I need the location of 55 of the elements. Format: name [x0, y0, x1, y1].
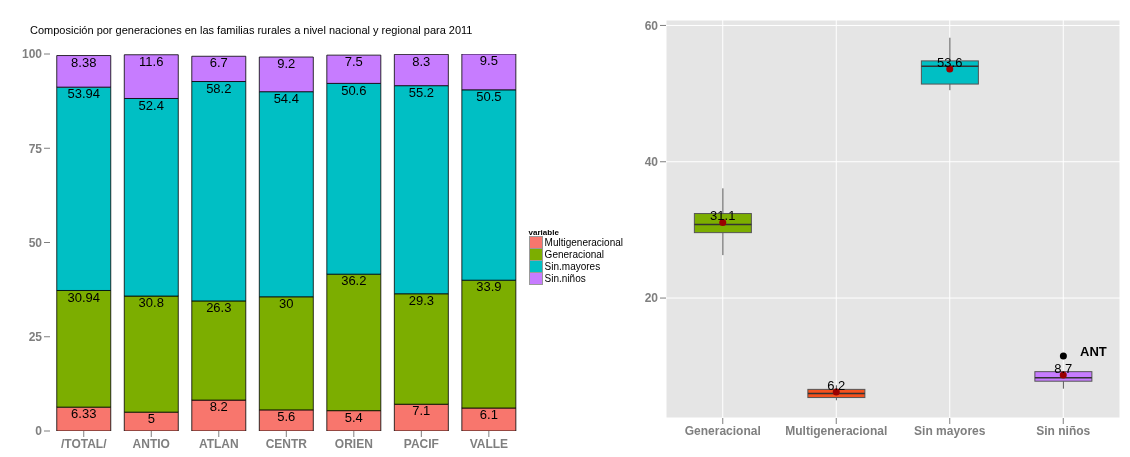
- x-tick-label: ANTIO: [132, 436, 170, 451]
- x-tick-label: ORIEN: [334, 436, 373, 451]
- x-tick-label: CENTR: [265, 436, 308, 451]
- y-tick-label: 75: [28, 141, 43, 156]
- data-label: 6.1: [479, 407, 498, 423]
- data-label: 5.6: [277, 409, 296, 425]
- y-tick-label: 40: [644, 155, 659, 170]
- data-label: 58.2: [206, 80, 232, 96]
- data-label: 8.2: [209, 399, 228, 415]
- y-tick-label: 25: [28, 330, 43, 345]
- x-tick-label: Generacional: [684, 423, 761, 438]
- data-label: 29.3: [408, 293, 434, 308]
- data-label: 33.9: [476, 279, 502, 295]
- data-label: 30.8: [138, 295, 164, 311]
- data-label: 5: [147, 411, 155, 427]
- data-label: 8.38: [71, 54, 97, 70]
- annotation: ANT: [1080, 344, 1107, 359]
- data-label: 6.33: [71, 406, 97, 422]
- legend-title: variable: [528, 227, 560, 237]
- data-label: 50.5: [476, 89, 502, 105]
- data-label: 6.7: [209, 55, 228, 71]
- y-tick-label: 50: [28, 235, 43, 250]
- chart-title: Composición por generaciones en las familias rurales a nivel nacional y regional para 2011: [29, 23, 474, 38]
- data-label: 55.2: [408, 84, 434, 100]
- x-tick-label: Sin mayores: [914, 423, 986, 438]
- data-label: 50.6: [341, 82, 367, 98]
- x-tick-label: PACIF: [403, 436, 439, 451]
- data-label: 36.2: [341, 273, 367, 289]
- data-label: 54.4: [273, 90, 299, 106]
- x-tick-label: VALLE: [469, 436, 509, 451]
- data-label: 11.6: [139, 53, 164, 69]
- data-label: 7.1: [412, 403, 431, 419]
- y-tick-label: 60: [644, 18, 659, 33]
- data-label: 53.94: [67, 86, 101, 102]
- legend-label: Generacional: [544, 249, 605, 260]
- data-label: 5.4: [344, 409, 363, 425]
- x-tick-label: Multigeneracional: [785, 423, 888, 438]
- data-label: 26.3: [206, 300, 232, 316]
- annotation: 31.1: [710, 208, 736, 224]
- data-label: 7.5: [344, 54, 363, 70]
- data-label: 9.5: [479, 53, 498, 69]
- y-tick-label: 20: [644, 291, 659, 306]
- legend-label: Multigeneracional: [544, 237, 623, 248]
- data-label: 9.2: [277, 56, 296, 72]
- y-tick-label: 0: [35, 424, 43, 439]
- text: Sin.mayores: [544, 261, 601, 272]
- legend-label: Sin.niños: [544, 273, 586, 284]
- data-label: 52.4: [138, 97, 164, 113]
- x-tick-label: /TOTAL/: [60, 436, 108, 451]
- x-tick-label: Sin niños: [1036, 423, 1091, 438]
- data-label: 30: [279, 296, 294, 312]
- y-tick-label: 100: [21, 47, 43, 62]
- data-label: 8.3: [412, 53, 431, 69]
- x-tick-label: ATLAN: [198, 436, 239, 451]
- data-label: 30.94: [67, 289, 101, 305]
